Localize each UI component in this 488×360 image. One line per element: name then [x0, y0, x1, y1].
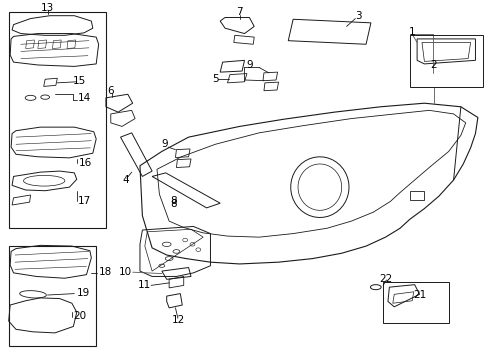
- Text: 21: 21: [413, 291, 426, 300]
- Text: 8: 8: [170, 199, 177, 209]
- Bar: [409, 35, 482, 87]
- Text: 22: 22: [379, 274, 392, 284]
- Text: 20: 20: [73, 311, 86, 321]
- Text: 11: 11: [138, 280, 151, 291]
- Text: 3: 3: [355, 11, 361, 21]
- Text: 16: 16: [79, 158, 92, 168]
- Bar: [9, 12, 106, 228]
- Text: 7: 7: [236, 7, 243, 17]
- Bar: [382, 282, 448, 323]
- Text: 1: 1: [408, 27, 415, 37]
- Text: 5: 5: [212, 74, 218, 84]
- Text: 2: 2: [429, 60, 436, 70]
- Text: 15: 15: [72, 76, 85, 86]
- Text: 12: 12: [172, 315, 185, 325]
- Text: 10: 10: [118, 267, 131, 277]
- Text: 19: 19: [77, 288, 90, 297]
- Text: 9: 9: [245, 60, 252, 70]
- Text: 17: 17: [78, 196, 91, 206]
- Bar: [9, 246, 96, 346]
- Text: 14: 14: [78, 93, 91, 103]
- Text: 8: 8: [170, 196, 177, 206]
- Text: 4: 4: [122, 175, 128, 185]
- Text: 18: 18: [99, 267, 112, 277]
- Text: 6: 6: [107, 86, 114, 96]
- Text: 13: 13: [41, 3, 54, 13]
- Text: 9: 9: [161, 139, 167, 149]
